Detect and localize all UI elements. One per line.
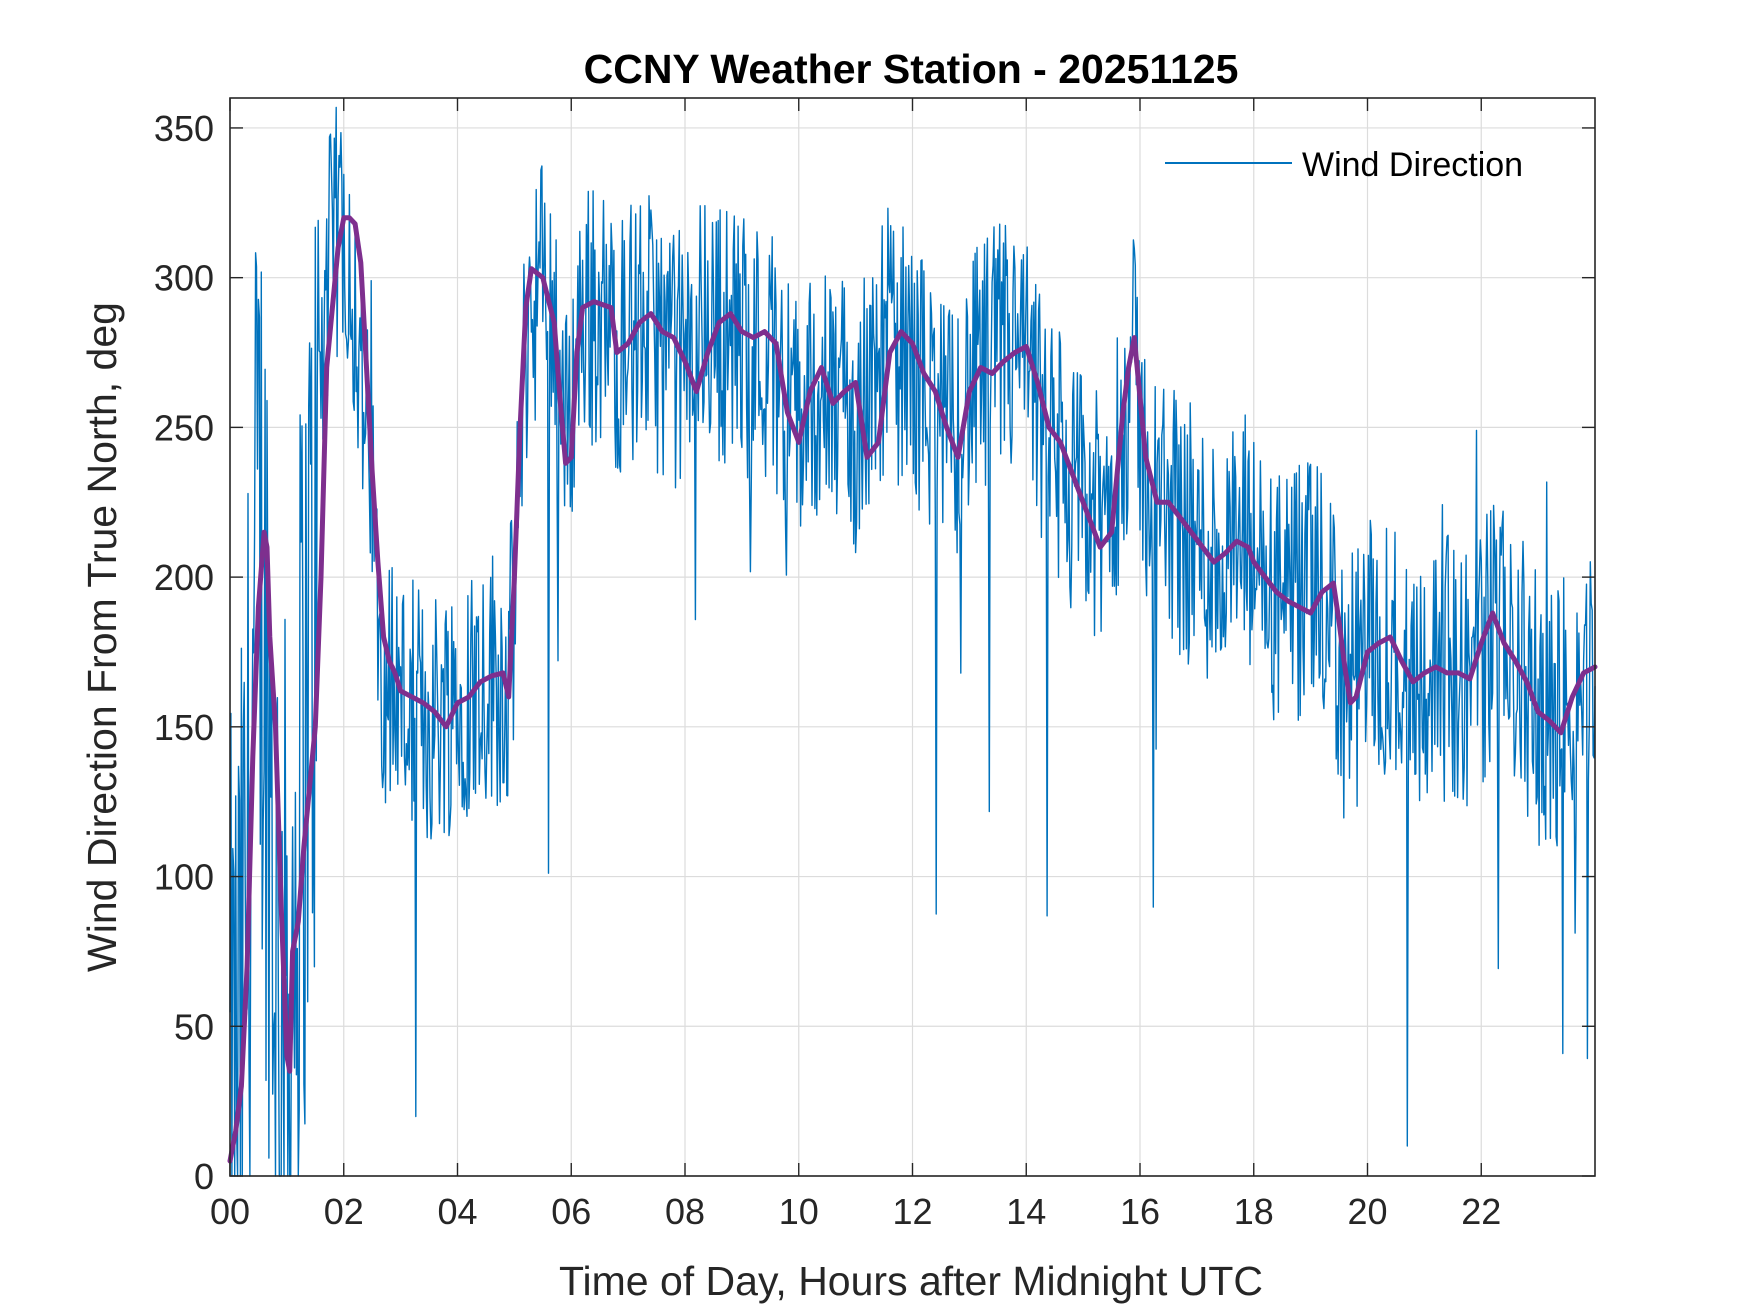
x-tick-label: 20 — [1347, 1191, 1387, 1232]
x-axis-label: Time of Day, Hours after Midnight UTC — [559, 1258, 1263, 1304]
y-tick-label: 100 — [154, 857, 214, 898]
x-tick-label: 02 — [324, 1191, 364, 1232]
chart-title: CCNY Weather Station - 20251125 — [584, 46, 1239, 92]
y-tick-label: 0 — [194, 1156, 214, 1197]
x-tick-label: 00 — [210, 1191, 250, 1232]
ticks — [229, 98, 1595, 1177]
x-tick-label: 18 — [1234, 1191, 1274, 1232]
x-tick-label: 14 — [1006, 1191, 1046, 1232]
y-tick-label: 250 — [154, 407, 214, 448]
y-tick-label: 200 — [154, 557, 214, 598]
legend-label-wind-direction: Wind Direction — [1302, 146, 1523, 184]
x-tick-label: 12 — [892, 1191, 932, 1232]
plot-area — [227, 106, 1598, 1177]
x-tick-label: 10 — [779, 1191, 819, 1232]
x-tick-label: 16 — [1120, 1191, 1160, 1232]
y-tick-labels: 0 50 100 150 200 250 300 350 — [154, 108, 214, 1197]
x-tick-label: 06 — [551, 1191, 591, 1232]
x-tick-label: 04 — [437, 1191, 477, 1232]
y-tick-label: 150 — [154, 707, 214, 748]
y-tick-label: 350 — [154, 108, 214, 149]
series-line-running-mean — [227, 215, 1598, 1164]
x-tick-label: 22 — [1461, 1191, 1501, 1232]
y-tick-label: 50 — [174, 1006, 214, 1047]
legend: Wind Direction — [1165, 146, 1523, 184]
x-tick-labels: 00 02 04 06 08 10 12 14 16 18 20 22 — [210, 1191, 1501, 1232]
y-tick-label: 300 — [154, 258, 214, 299]
x-tick-label: 08 — [665, 1191, 705, 1232]
y-axis-label: Wind Direction From True North, deg — [79, 302, 125, 972]
